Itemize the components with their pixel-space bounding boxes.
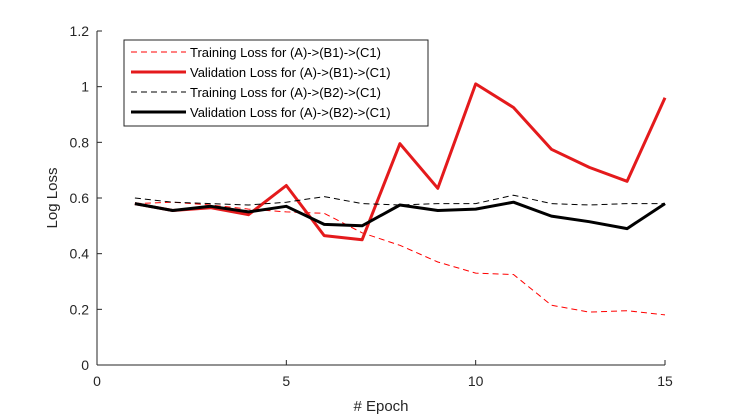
- x-axis-title: # Epoch: [353, 398, 408, 414]
- y-tick-label: 0.6: [70, 190, 90, 206]
- y-tick-label: 0.2: [70, 301, 90, 317]
- legend-label-3: Training Loss for (A)->(B2)->(C1): [190, 85, 381, 100]
- y-ticks: 0 0.2 0.4 0.6 0.8 1 1.2: [70, 23, 102, 373]
- legend-label-4: Validation Loss for (A)->(B2)->(C1): [190, 105, 391, 120]
- y-tick-label: 1: [81, 79, 89, 95]
- y-axis-title: Log Loss: [44, 168, 61, 229]
- y-tick-label: 1.2: [70, 23, 90, 39]
- series-layer: [134, 82, 667, 316]
- legend-label-1: Training Loss for (A)->(B1)->(C1): [190, 45, 381, 60]
- x-tick-label: 10: [468, 373, 484, 389]
- legend-label-2: Validation Loss for (A)->(B1)->(C1): [190, 65, 391, 80]
- x-tick-label: 0: [93, 373, 101, 389]
- series-line-3: [134, 194, 665, 206]
- series-line-4: [134, 200, 666, 231]
- x-tick-label: 15: [657, 373, 673, 389]
- y-tick-label: 0: [81, 357, 89, 373]
- x-ticks: 0 5 10 15: [93, 360, 673, 389]
- y-tick-label: 0.4: [70, 246, 90, 262]
- legend: Training Loss for (A)->(B1)->(C1) Validat…: [123, 39, 429, 127]
- x-tick-label: 5: [282, 373, 290, 389]
- y-tick-label: 0.8: [70, 134, 90, 150]
- series-line-1: [134, 201, 666, 316]
- series-line-2: [134, 82, 667, 242]
